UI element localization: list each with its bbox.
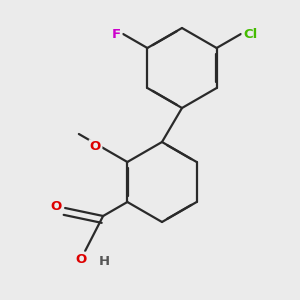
Text: O: O <box>51 200 62 212</box>
Text: O: O <box>76 253 87 266</box>
Text: O: O <box>90 140 101 154</box>
Text: H: H <box>99 255 110 268</box>
Text: F: F <box>112 28 121 40</box>
Text: Cl: Cl <box>243 28 257 40</box>
